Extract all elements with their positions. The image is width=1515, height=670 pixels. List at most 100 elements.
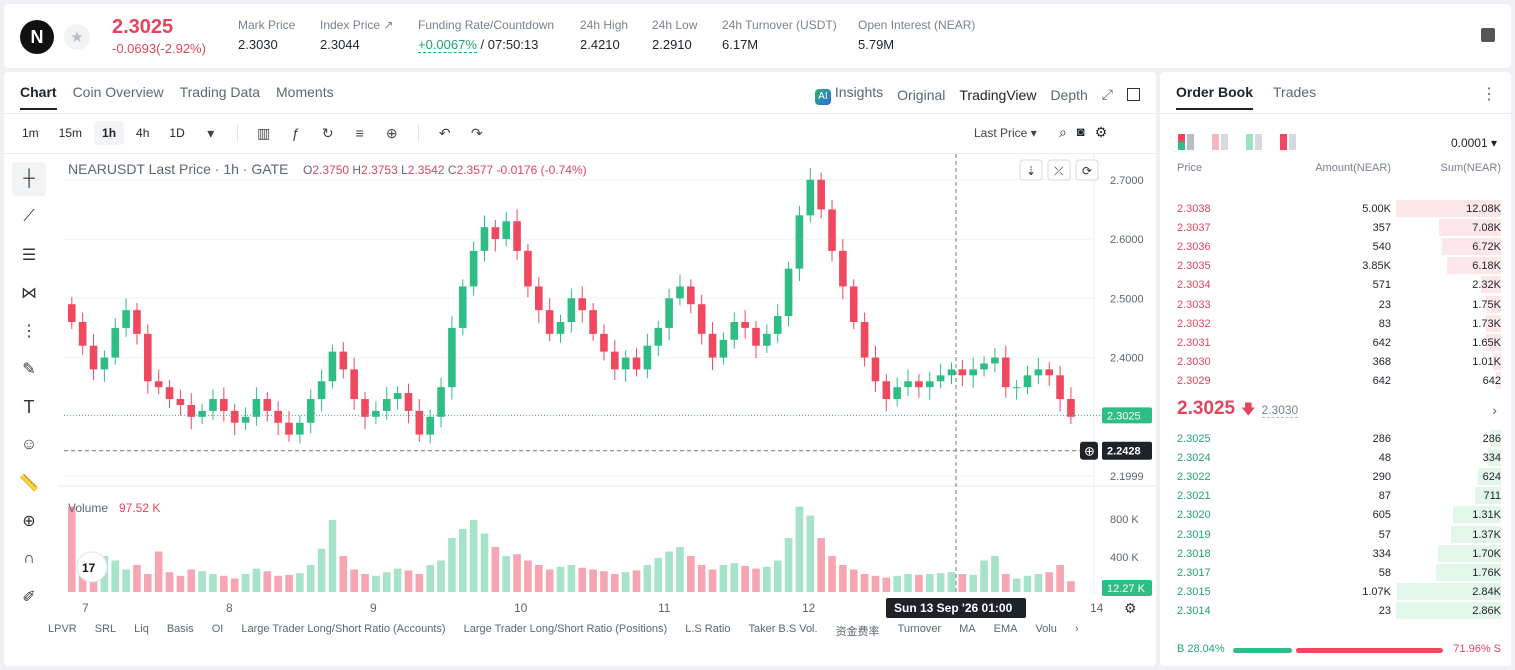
text-icon[interactable]: T xyxy=(23,396,35,417)
gear-icon[interactable]: ⚙ xyxy=(1094,124,1108,140)
book-icon[interactable] xyxy=(1481,28,1495,42)
trend-line-icon[interactable]: ⟋ xyxy=(23,208,35,225)
bid-row[interactable]: 2.3021 87 711 xyxy=(1160,486,1511,505)
camera-icon[interactable]: ◙ xyxy=(1076,124,1085,139)
template-icon[interactable]: ≡ xyxy=(355,125,364,141)
ask-row[interactable]: 2.3037 357 7.08K xyxy=(1160,218,1511,237)
chevron-right-icon[interactable]: › xyxy=(1074,623,1079,635)
timeframe-15m[interactable]: 15m xyxy=(58,126,83,140)
chevron-right-icon[interactable]: › xyxy=(1492,402,1497,418)
emoji-icon[interactable]: ☺ xyxy=(20,436,38,453)
volume-bar xyxy=(513,554,521,592)
y-tick-label: 2.7000 xyxy=(1110,175,1144,187)
redo-icon[interactable]: ↷ xyxy=(470,124,483,141)
bid-row[interactable]: 2.3019 57 1.37K xyxy=(1160,525,1511,544)
tab-trading-data[interactable]: Trading Data xyxy=(179,84,261,100)
horizontal-lines-icon[interactable]: ☰ xyxy=(21,247,37,264)
layout-bids-icon[interactable] xyxy=(1246,134,1262,150)
indicators-icon[interactable]: ƒ xyxy=(291,125,300,141)
timeframe-1m[interactable]: 1m xyxy=(22,126,39,140)
bid-row[interactable]: 2.3025 286 286 xyxy=(1160,429,1511,448)
expand-icon[interactable]: ⤢ xyxy=(1101,86,1113,102)
indicator-item[interactable]: Turnover xyxy=(897,623,942,635)
candle xyxy=(687,279,695,314)
ask-row[interactable]: 2.3038 5.00K 12.08K xyxy=(1160,199,1511,218)
crosshair-icon[interactable]: ┼ xyxy=(12,162,46,196)
bid-row[interactable]: 2.3014 23 2.86K xyxy=(1160,601,1511,620)
precision-select[interactable]: 0.0001 ▾ xyxy=(1450,136,1497,150)
more-menu-icon[interactable]: ⋮ xyxy=(1481,86,1497,103)
window-icon[interactable] xyxy=(1127,88,1140,101)
ask-row[interactable]: 2.3031 642 1.65K xyxy=(1160,333,1511,352)
view-insights[interactable]: AI Insights xyxy=(814,84,883,105)
timeframe-1h[interactable]: 1h xyxy=(94,121,125,145)
volume-bar xyxy=(556,566,565,592)
undo-icon[interactable]: ↶ xyxy=(438,124,451,141)
pencil-icon[interactable]: ✐ xyxy=(22,589,36,606)
favorite-star-icon[interactable]: ★ xyxy=(64,24,90,50)
ruler-icon[interactable]: 📏 xyxy=(19,475,39,492)
zoom-in-icon[interactable]: ⊕ xyxy=(22,513,36,530)
timeframe-dropdown-icon[interactable]: ▾ xyxy=(207,124,215,141)
add-indicator-icon[interactable]: ⊕ xyxy=(385,124,398,141)
bid-row[interactable]: 2.3024 48 334 xyxy=(1160,448,1511,467)
view-tradingview[interactable]: TradingView xyxy=(959,86,1037,103)
tab-order-book[interactable]: Order Book xyxy=(1176,84,1254,110)
magnet-icon[interactable]: ∩ xyxy=(23,550,35,567)
layout-both-icon[interactable] xyxy=(1178,134,1194,150)
bid-row[interactable]: 2.3018 334 1.70K xyxy=(1160,544,1511,563)
indicator-item[interactable]: Basis xyxy=(166,623,194,635)
volume-bar xyxy=(491,547,500,592)
ask-row[interactable]: 2.3036 540 6.72K xyxy=(1160,237,1511,256)
view-original[interactable]: Original xyxy=(897,86,946,103)
timeframe-1d[interactable]: 1D xyxy=(169,126,185,140)
chart-right-tools: ⌕ ◙ ⚙ xyxy=(1059,124,1107,141)
ask-row[interactable]: 2.3029 642 642 xyxy=(1160,371,1511,390)
bid-row[interactable]: 2.3017 58 1.76K xyxy=(1160,563,1511,582)
bid-row[interactable]: 2.3022 290 624 xyxy=(1160,467,1511,486)
bid-row[interactable]: 2.3015 1.07K 2.84K xyxy=(1160,582,1511,601)
layout-asks-icon[interactable] xyxy=(1212,134,1228,150)
search-icon[interactable]: ⌕ xyxy=(1059,124,1067,140)
indicator-item[interactable]: 资金费率 xyxy=(835,626,880,638)
indicator-item[interactable]: SRL xyxy=(94,623,117,635)
indicator-item[interactable]: LPVR xyxy=(48,623,77,635)
candle xyxy=(947,362,956,385)
chart-toolbar: 1m 15m 1h 4h 1D ▾ ▥ ƒ ↻ ≡ ⊕ ↶ ↷ xyxy=(14,121,491,145)
indicator-item[interactable]: MA xyxy=(959,623,976,635)
candle-type-icon[interactable]: ▥ xyxy=(257,124,271,141)
timeframe-4h[interactable]: 4h xyxy=(136,126,150,140)
tab-coin-overview[interactable]: Coin Overview xyxy=(72,84,164,100)
ask-row[interactable]: 2.3033 23 1.75K xyxy=(1160,295,1511,314)
ask-row[interactable]: 2.3032 83 1.73K xyxy=(1160,314,1511,333)
layout-asks-only-icon[interactable] xyxy=(1280,134,1296,150)
indicator-item[interactable]: Large Trader Long/Short Ratio (Positions… xyxy=(463,623,668,635)
tab-moments[interactable]: Moments xyxy=(276,84,334,100)
tab-trades[interactable]: Trades xyxy=(1273,84,1317,100)
last-price: 2.3025 xyxy=(112,16,174,38)
view-depth[interactable]: Depth xyxy=(1050,86,1088,103)
ask-row[interactable]: 2.3035 3.85K 6.18K xyxy=(1160,256,1511,275)
bid-row[interactable]: 2.3020 605 1.31K xyxy=(1160,505,1511,524)
compare-icon[interactable]: ↻ xyxy=(321,124,334,141)
mid-price-row[interactable]: 2.3025 🡇 2.3030 xyxy=(1177,398,1299,423)
indicator-item[interactable]: OI xyxy=(211,623,224,635)
row-price: 2.3030 xyxy=(1177,355,1211,368)
tab-chart[interactable]: Chart xyxy=(20,84,57,110)
ask-row[interactable]: 2.3034 571 2.32K xyxy=(1160,275,1511,294)
fib-icon[interactable]: ⋮ xyxy=(21,323,37,340)
funding-rate-value: +0.0067% xyxy=(418,37,477,53)
price-type-select[interactable]: Last Price ▾ xyxy=(974,126,1037,140)
ask-row[interactable]: 2.3030 368 1.01K xyxy=(1160,352,1511,371)
indicator-item[interactable]: EMA xyxy=(993,623,1018,635)
index-price-stat[interactable]: Index Price ↗ 2.3044 xyxy=(320,18,393,52)
indicator-item[interactable]: Volu xyxy=(1035,623,1057,635)
indicator-item[interactable]: Liq xyxy=(134,623,149,635)
indicator-item[interactable]: Large Trader Long/Short Ratio (Accounts) xyxy=(241,623,446,635)
stat-value: 6.17M xyxy=(722,37,759,52)
indicator-item[interactable]: L.S Ratio xyxy=(685,623,731,635)
brush-icon[interactable]: ✎ xyxy=(22,361,36,378)
pattern-icon[interactable]: ⋈ xyxy=(21,285,37,302)
price-chart[interactable]: 2.7000 2.6000 2.5000 2.4000 2.1999 2.3025 2.24… xyxy=(58,154,1156,619)
indicator-item[interactable]: Taker B.S Vol. xyxy=(748,623,818,635)
